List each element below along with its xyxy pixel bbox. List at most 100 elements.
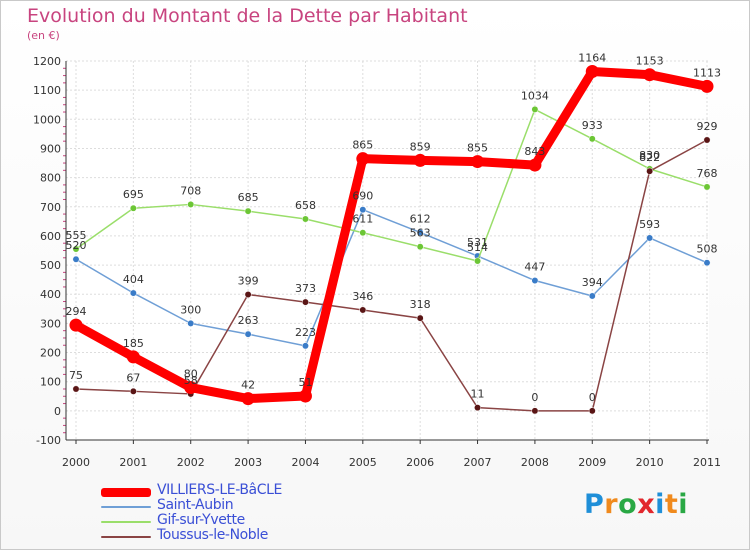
- legend-swatch: [101, 506, 151, 508]
- y-tick-label: 700: [40, 201, 61, 214]
- data-label: 520: [66, 239, 87, 252]
- data-label: 346: [352, 290, 373, 303]
- data-label: 404: [123, 273, 144, 286]
- data-point: [703, 259, 711, 267]
- data-label: 263: [238, 314, 259, 327]
- data-label: 933: [582, 119, 603, 132]
- legend-label: Toussus-le-Noble: [157, 527, 269, 543]
- data-label: 531: [467, 236, 488, 249]
- y-tick-label: 800: [40, 172, 61, 185]
- x-tick-label: 2001: [119, 456, 147, 469]
- series-line: [71, 66, 712, 404]
- chart-title: Evolution du Montant de la Dette par Hab…: [27, 5, 468, 27]
- data-label: 611: [352, 213, 373, 226]
- data-point: [700, 79, 714, 93]
- data-point: [126, 350, 140, 364]
- data-point: [302, 342, 309, 350]
- x-tick-label: 2011: [693, 456, 721, 469]
- data-label: 1034: [521, 89, 549, 102]
- brand-logo: Proxiti: [584, 489, 688, 520]
- plot-area: [66, 61, 709, 440]
- data-point: [588, 407, 596, 415]
- data-point: [474, 257, 481, 265]
- data-label: 300: [180, 303, 201, 316]
- data-point: [531, 105, 539, 113]
- y-tick-label: 0: [54, 405, 61, 418]
- x-tick-label: 2008: [521, 456, 549, 469]
- chart-subtitle: (en €): [27, 29, 60, 42]
- x-tick-label: 2009: [578, 456, 606, 469]
- data-point: [531, 407, 539, 415]
- data-label: 708: [180, 184, 201, 197]
- data-label: 67: [126, 371, 140, 384]
- data-label: 822: [639, 151, 660, 164]
- data-point: [359, 206, 367, 214]
- data-point: [244, 207, 252, 215]
- data-point: [244, 291, 252, 298]
- data-point: [588, 135, 596, 143]
- data-label: 373: [295, 282, 316, 295]
- data-label: 855: [467, 142, 488, 155]
- data-label: 929: [697, 120, 718, 133]
- data-label: 318: [410, 298, 431, 311]
- data-label: 447: [524, 261, 545, 274]
- series-line: [75, 108, 708, 262]
- data-point: [646, 167, 654, 175]
- brand-letter: x: [637, 489, 656, 520]
- data-point: [416, 228, 424, 236]
- data-point: [531, 277, 539, 284]
- data-point: [184, 381, 198, 395]
- data-label: 830: [639, 149, 660, 162]
- data-label: 11: [471, 388, 485, 401]
- y-tick-label: 400: [40, 288, 61, 301]
- data-label: 658: [295, 199, 316, 212]
- data-label: 51: [298, 376, 312, 389]
- x-tick-label: 2003: [234, 456, 262, 469]
- legend-label: Saint-Aubin: [157, 497, 234, 513]
- data-label: 399: [238, 275, 259, 288]
- data-point: [643, 68, 657, 82]
- data-label: 690: [352, 190, 373, 203]
- data-label: 58: [184, 374, 198, 387]
- data-label: 514: [467, 241, 488, 254]
- brand-letter: r: [604, 489, 619, 520]
- data-point: [359, 229, 367, 237]
- data-label: 859: [410, 140, 431, 153]
- data-label: 0: [589, 391, 596, 404]
- data-label: 593: [639, 218, 660, 231]
- data-point: [69, 318, 83, 332]
- brand-letter: t: [664, 489, 679, 520]
- brand-letter: i: [655, 489, 665, 520]
- data-point: [471, 155, 485, 169]
- data-label: 685: [238, 191, 259, 204]
- y-tick-label: 200: [40, 347, 61, 360]
- data-label: 1164: [578, 51, 606, 64]
- data-point: [72, 245, 80, 253]
- data-label: 185: [123, 337, 144, 350]
- data-label: 555: [66, 229, 87, 242]
- data-label: 75: [69, 369, 83, 382]
- x-tick-label: 2000: [62, 456, 90, 469]
- legend-swatch: [101, 521, 151, 523]
- data-point: [474, 404, 481, 412]
- data-label: 294: [66, 305, 87, 318]
- data-point: [703, 183, 711, 191]
- data-point: [359, 306, 367, 314]
- data-label: 1113: [693, 66, 721, 79]
- x-tick-label: 2006: [406, 456, 434, 469]
- data-point: [244, 330, 252, 338]
- series-line: [75, 139, 708, 412]
- data-point: [416, 243, 424, 251]
- data-label: 865: [352, 139, 373, 152]
- data-point: [129, 289, 137, 297]
- data-label: 612: [410, 212, 431, 225]
- data-point: [129, 204, 137, 212]
- data-point: [703, 136, 711, 144]
- y-tick-label: 500: [40, 259, 61, 272]
- data-point: [528, 158, 542, 172]
- data-label: 843: [524, 145, 545, 158]
- data-label: 394: [582, 276, 603, 289]
- data-point: [302, 298, 309, 306]
